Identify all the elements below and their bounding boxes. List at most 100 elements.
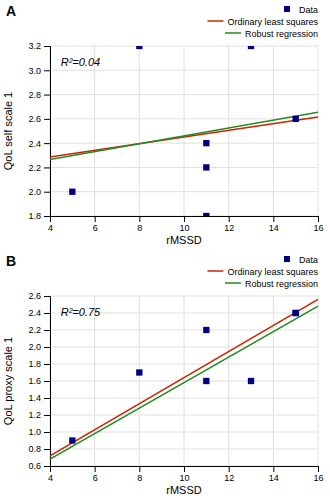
tick-label: 2.6 — [28, 291, 41, 301]
grid — [50, 296, 318, 466]
tick: 10 — [179, 466, 189, 483]
grid-line — [139, 46, 140, 216]
tick: 8 — [137, 466, 142, 483]
legend-symbol — [284, 6, 290, 12]
grid-line — [273, 46, 274, 216]
tick-mark — [273, 466, 274, 472]
tick-mark — [139, 466, 140, 472]
tick-label: 16 — [313, 473, 323, 483]
tick-label: 2.0 — [28, 342, 41, 352]
grid-line — [50, 70, 318, 71]
tick: 2.6 — [28, 291, 50, 301]
tick-label: 3.2 — [28, 41, 41, 51]
panel: 468101214161.82.02.22.42.62.83.03.2rMSSD… — [2, 3, 324, 246]
marks — [50, 46, 318, 216]
legend-symbol — [207, 270, 223, 272]
tick-mark — [318, 216, 319, 222]
tick: 14 — [269, 216, 279, 233]
tick-mark — [44, 216, 50, 217]
tick-mark — [229, 466, 230, 472]
annotation: R²=0.04 — [61, 56, 100, 68]
tick: 2.8 — [28, 90, 50, 100]
grid-line — [50, 191, 318, 192]
tick-label: 6 — [93, 473, 98, 483]
y-axis-title: QoL proxy scale 1 — [2, 337, 14, 425]
tick-label: 1.6 — [28, 376, 41, 386]
tick-mark — [95, 466, 96, 472]
tick-label: 1.8 — [28, 359, 41, 369]
tick: 16 — [313, 216, 323, 233]
legend-item: Ordinary least squares — [207, 17, 318, 27]
tick: 6 — [93, 216, 98, 233]
tick-label: 2.8 — [28, 90, 41, 100]
grid-line — [50, 364, 318, 365]
tick-mark — [44, 381, 50, 382]
line — [50, 112, 318, 159]
tick: 2.2 — [28, 325, 50, 335]
legend-item: Data — [284, 5, 318, 15]
legend-label: Robust regression — [245, 29, 318, 39]
axis-line — [51, 467, 319, 473]
panel-label: B — [6, 253, 16, 269]
tick: 3.0 — [28, 66, 50, 76]
tick-mark — [44, 296, 50, 297]
tick-mark — [184, 466, 185, 472]
tick: 2.0 — [28, 187, 50, 197]
tick-mark — [95, 216, 96, 222]
point — [203, 378, 209, 384]
legend: Data Ordinary least squares Robust regress… — [207, 255, 318, 289]
tick-label: 8 — [137, 223, 142, 233]
tick: 1.8 — [28, 359, 50, 369]
tick: 0.6 — [28, 461, 50, 471]
tick-mark — [44, 415, 50, 416]
tick-mark — [44, 46, 50, 47]
legend-symbol — [284, 256, 290, 262]
point — [293, 310, 299, 316]
point — [69, 189, 75, 195]
legend-label: Ordinary least squares — [227, 267, 318, 277]
tick-mark — [44, 313, 50, 314]
tick-mark — [44, 449, 50, 450]
x-axis: 46810121416 — [48, 466, 324, 483]
point — [69, 437, 75, 443]
legend-label: Ordinary least squares — [227, 17, 318, 27]
legend-item: Robust regression — [225, 29, 318, 39]
tick-mark — [44, 432, 50, 433]
x-axis-title: rMSSD — [166, 234, 202, 246]
grid-line — [50, 347, 318, 348]
legend-item: Ordinary least squares — [207, 267, 318, 277]
x-axis-title: rMSSD — [166, 484, 202, 496]
legend-label: Data — [299, 255, 318, 265]
tick-label: 1.8 — [28, 211, 41, 221]
axis-line — [51, 217, 319, 223]
tick-label: 12 — [224, 223, 234, 233]
tick-label: 4 — [48, 473, 53, 483]
grid-line — [50, 398, 318, 399]
grid-line — [50, 143, 318, 144]
tick-label: 2.2 — [28, 325, 41, 335]
grid-line — [50, 381, 318, 382]
tick: 2.2 — [28, 163, 50, 173]
tick-label: 2.4 — [28, 308, 41, 318]
tick-mark — [44, 466, 50, 467]
tick-mark — [44, 330, 50, 331]
panel-label: A — [6, 3, 16, 19]
point — [136, 369, 142, 375]
legend-label: Data — [299, 5, 318, 15]
axis-line — [44, 47, 51, 217]
tick: 1.8 — [28, 211, 50, 221]
x-axis: 46810121416 — [48, 216, 324, 233]
tick-label: 2.2 — [28, 163, 41, 173]
tick-mark — [273, 216, 274, 222]
tick-mark — [44, 398, 50, 399]
tick-label: 0.8 — [28, 444, 41, 454]
tick: 1.6 — [28, 376, 50, 386]
axis-line — [44, 297, 51, 467]
tick: 2.4 — [28, 139, 50, 149]
tick-label: 1.2 — [28, 410, 41, 420]
legend-label: Robust regression — [245, 279, 318, 289]
legend-symbol — [225, 282, 241, 284]
tick: 2.4 — [28, 308, 50, 318]
tick-mark — [318, 466, 319, 472]
marks — [50, 299, 318, 459]
